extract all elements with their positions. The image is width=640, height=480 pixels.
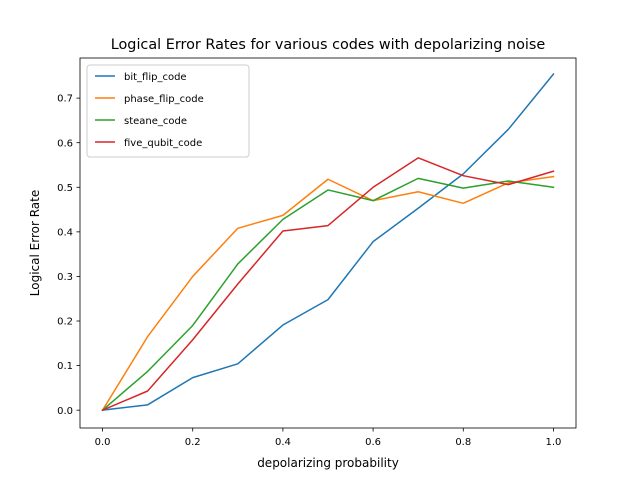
legend-label-bit_flip_code: bit_flip_code bbox=[124, 72, 187, 83]
legend-label-phase_flip_code: phase_flip_code bbox=[124, 94, 204, 105]
series-line-phase_flip_code bbox=[101, 175, 555, 412]
y-tick-label: 0.6 bbox=[57, 138, 73, 149]
x-tick-label: 1.0 bbox=[546, 437, 562, 448]
legend-label-five_qubit_code: five_qubit_code bbox=[124, 138, 202, 149]
x-axis-label: depolarizing probability bbox=[257, 456, 399, 470]
x-tick-label: 0.8 bbox=[455, 437, 471, 448]
y-tick-label: 0.0 bbox=[57, 406, 73, 417]
x-tick-label: 0.0 bbox=[95, 437, 111, 448]
plot-area: 0.0 0.2 0.4 0.6 0.8 1.0 0.0 0.1 0.2 0.3 0.4 0.5 0.6 0… bbox=[57, 57, 577, 448]
x-tick-label: 0.2 bbox=[185, 437, 201, 448]
y-tick-label: 0.4 bbox=[57, 227, 73, 238]
chart-title: Logical Error Rates for various codes wi… bbox=[111, 37, 546, 53]
x-tick-label: 0.6 bbox=[365, 437, 381, 448]
legend-box bbox=[86, 64, 250, 158]
legend-label-steane_code: steane_code bbox=[124, 116, 187, 127]
series-line-bit_flip_code bbox=[101, 72, 555, 412]
y-tick-label: 0.7 bbox=[57, 94, 73, 105]
x-tick-label: 0.4 bbox=[275, 437, 291, 448]
y-tick-label: 0.1 bbox=[57, 361, 73, 372]
y-tick-label: 0.2 bbox=[57, 317, 73, 328]
series-line-five_qubit_code bbox=[101, 157, 555, 412]
axes-frame bbox=[79, 57, 577, 429]
series-line-steane_code bbox=[101, 177, 555, 412]
y-tick-label: 0.3 bbox=[57, 272, 73, 283]
y-axis-label: Logical Error Rate bbox=[28, 190, 42, 296]
y-tick-label: 0.5 bbox=[57, 183, 73, 194]
